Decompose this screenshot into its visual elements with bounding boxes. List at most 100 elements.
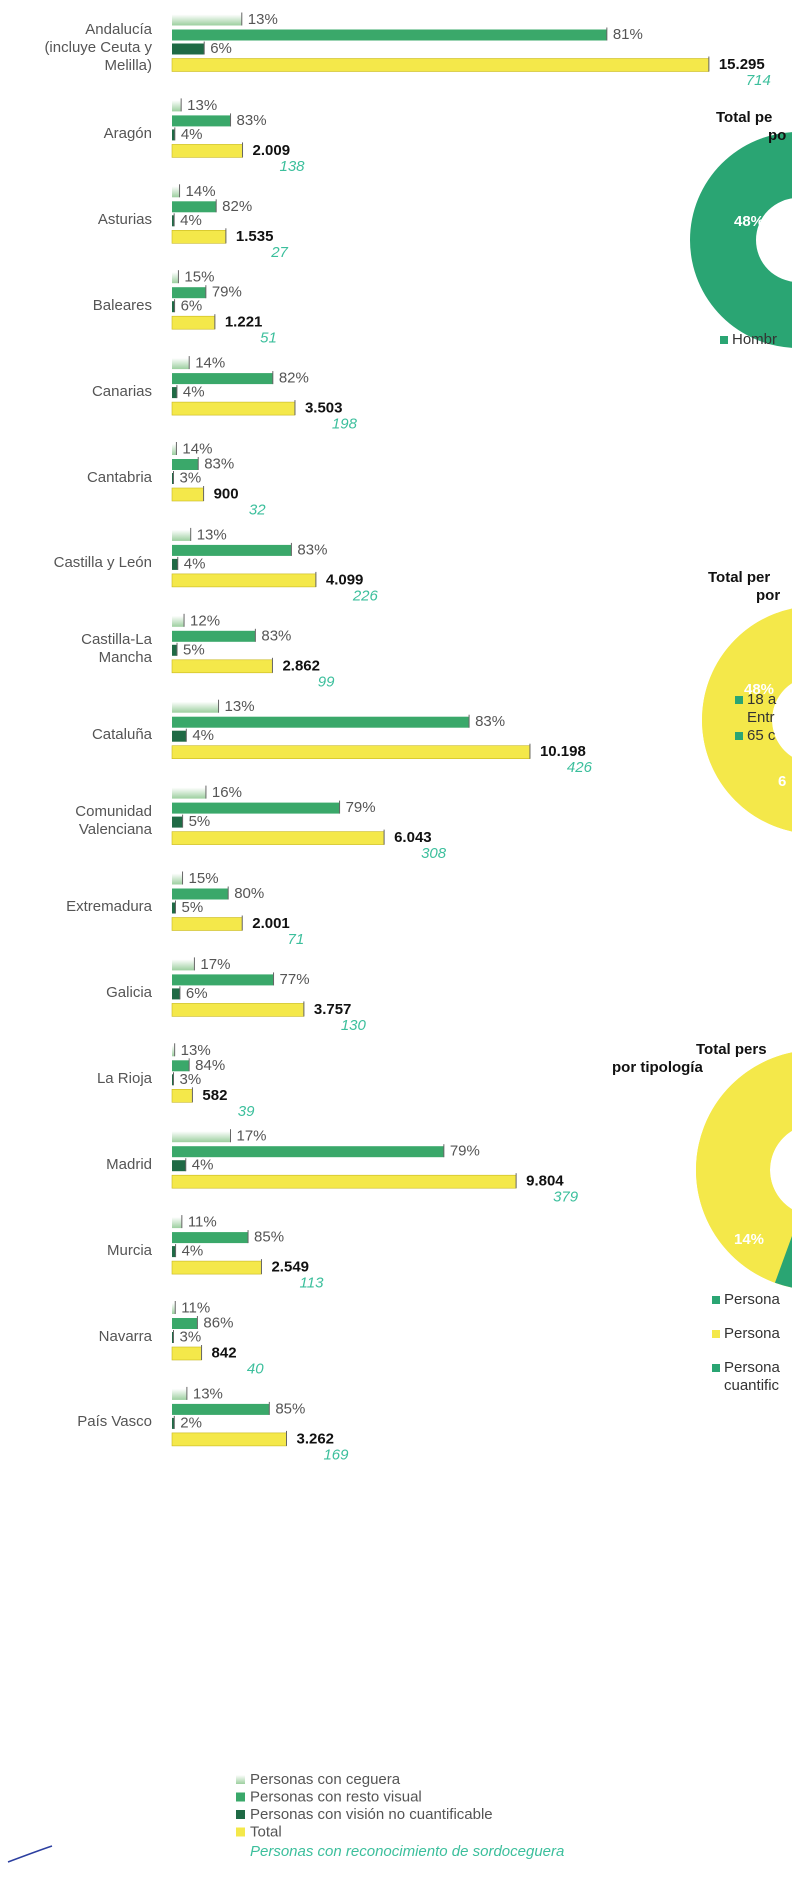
bar	[171, 401, 296, 416]
percent-label: 17%	[200, 956, 230, 973]
total-label: 6.043	[394, 829, 432, 846]
bar	[172, 615, 185, 627]
percent-label: 3%	[180, 1071, 202, 1088]
bar	[171, 831, 385, 845]
bar	[172, 1217, 182, 1229]
bar	[172, 802, 340, 814]
category-label: Madrid	[106, 1155, 152, 1173]
panel-legend: 65 c	[747, 727, 776, 744]
bar	[171, 1432, 287, 1447]
bar	[172, 129, 175, 141]
bar	[172, 1060, 190, 1072]
percent-label: 4%	[192, 727, 214, 744]
percent-label: 80%	[234, 885, 264, 902]
bar	[172, 1332, 174, 1343]
percent-label: 4%	[182, 1243, 204, 1260]
recognized-label: 130	[341, 1017, 367, 1034]
percent-label: 16%	[212, 784, 242, 801]
percent-label: 83%	[237, 112, 267, 129]
bar	[172, 730, 187, 742]
total-label: 582	[202, 1087, 227, 1104]
percent-label: 12%	[190, 612, 220, 629]
total-label: 2.549	[271, 1259, 309, 1276]
recognized-label: 308	[421, 845, 447, 862]
bar	[171, 659, 273, 674]
total-label: 1.221	[225, 314, 263, 331]
category-label: Cantabria	[86, 468, 152, 486]
bar	[171, 1174, 517, 1189]
percent-label: 4%	[184, 555, 206, 572]
percent-label: 14%	[186, 183, 216, 200]
bar	[171, 315, 216, 330]
donut-label: 6	[778, 773, 786, 790]
donut-segment	[696, 1052, 792, 1283]
category-label: La Rioja	[96, 1069, 152, 1087]
legend-swatch	[712, 1296, 720, 1304]
bar	[171, 230, 227, 244]
category-label: Canarias	[91, 382, 152, 400]
recognized-label: 426	[567, 759, 593, 776]
bar	[172, 14, 242, 26]
category-label: Murcia	[106, 1241, 152, 1259]
total-label: 3.262	[296, 1430, 334, 1447]
bar	[172, 1074, 174, 1086]
category-label: Andalucía (incluye Ceuta y Melilla)	[44, 21, 152, 74]
bar	[172, 716, 470, 728]
legend-label: Personas con ceguera	[250, 1771, 401, 1788]
donut-label: 14%	[734, 1231, 764, 1248]
total-label: 2.009	[253, 142, 291, 159]
panel-legend: 18 a	[747, 691, 777, 708]
percent-label: 4%	[181, 126, 203, 143]
percent-label: 17%	[237, 1128, 267, 1145]
total-label: 900	[214, 485, 239, 502]
bar	[172, 459, 199, 470]
legend-label: Total	[250, 1823, 282, 1840]
bar	[172, 558, 178, 570]
panel-legend: Persona cuantific	[724, 1359, 781, 1394]
legend-swatch	[236, 1775, 245, 1784]
percent-label: 79%	[212, 284, 242, 301]
bar	[172, 888, 229, 900]
percent-label: 13%	[187, 97, 217, 114]
percent-label: 13%	[181, 1042, 211, 1059]
bar	[172, 272, 179, 284]
panel-title: por tipología	[612, 1059, 703, 1076]
bar	[172, 630, 256, 642]
bar	[172, 1160, 186, 1172]
legend-swatch	[236, 1827, 245, 1837]
percent-label: 14%	[195, 355, 225, 372]
total-label: 1.535	[236, 228, 274, 245]
bar	[172, 816, 183, 828]
percent-label: 83%	[475, 713, 505, 730]
recognized-label: 379	[553, 1189, 579, 1206]
bar	[172, 644, 178, 656]
legend-line: Persona	[724, 1359, 781, 1376]
percent-label: 5%	[182, 899, 204, 916]
category-label: Asturias	[97, 210, 152, 228]
percent-label: 14%	[182, 440, 212, 457]
recognized-label: 71	[288, 931, 305, 948]
percent-label: 15%	[184, 269, 214, 286]
percent-label: 85%	[254, 1229, 284, 1246]
category-label: Galicia	[106, 983, 152, 1001]
percent-label: 4%	[192, 1157, 214, 1174]
bar	[172, 1303, 176, 1314]
bar	[171, 58, 710, 72]
legend-swatch	[735, 732, 743, 740]
bar	[172, 387, 177, 399]
bar	[172, 1045, 175, 1057]
panel-title: Total pers	[696, 1041, 767, 1058]
bar	[172, 1318, 198, 1329]
legend-swatch	[735, 696, 743, 704]
panel-title: por	[756, 587, 780, 604]
total-label: 15.295	[719, 56, 765, 73]
bar	[171, 487, 204, 502]
bar	[172, 787, 206, 799]
bar	[172, 701, 219, 713]
percent-label: 83%	[297, 541, 327, 558]
percent-label: 13%	[225, 698, 255, 715]
legend-swatch	[712, 1364, 720, 1372]
bar	[172, 544, 292, 556]
percent-label: 2%	[180, 1414, 202, 1431]
